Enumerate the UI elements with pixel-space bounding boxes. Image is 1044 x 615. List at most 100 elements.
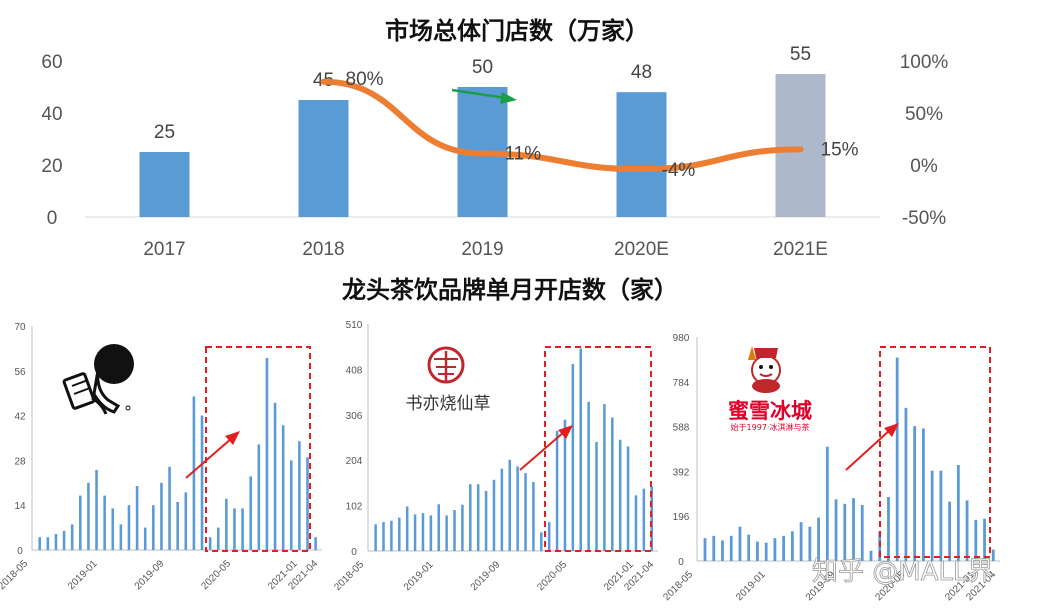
top-y-left-tick: 40 [41, 104, 62, 125]
small-bar [939, 470, 943, 561]
small-bar [160, 482, 163, 550]
small-bar [298, 441, 301, 550]
green-arrow [451, 88, 517, 104]
small-y-tick: 306 [346, 411, 363, 422]
small-bar [587, 401, 590, 551]
small-bar [930, 470, 934, 561]
small-bar [626, 446, 630, 551]
small-bar [476, 484, 480, 551]
small-bar [241, 508, 244, 550]
top-bar [298, 100, 349, 217]
small-bar [200, 415, 204, 550]
small-bar [547, 522, 551, 551]
top-growth-line [320, 78, 804, 173]
small-bar [773, 538, 777, 561]
small-bar [904, 407, 908, 561]
small-y-tick: 102 [346, 502, 363, 513]
small-bar [540, 532, 543, 551]
small-bar [563, 419, 567, 551]
small-bar [314, 537, 317, 550]
small-bar [306, 457, 309, 550]
small-y-tick: 0 [351, 547, 357, 558]
small-bar [453, 510, 456, 551]
small-bar [111, 508, 115, 550]
top-y-right-tick: -50% [902, 208, 946, 229]
top-y-left-tick: 0 [47, 208, 58, 229]
small-bar [208, 537, 212, 550]
small-bar [642, 488, 646, 551]
top-y-right-tick: 100% [900, 52, 949, 73]
small-bar [965, 500, 969, 561]
small-bar [38, 537, 42, 550]
small-bar [611, 417, 614, 551]
shuyi-logo: 书亦烧仙草 [406, 346, 491, 414]
small-bar [79, 495, 82, 550]
small-bar [54, 534, 58, 550]
mixue-logo: 蜜雪冰城 始于1997·冰淇淋与茶 [728, 346, 812, 432]
small-y-tick: 196 [673, 512, 690, 523]
top-bar-label: 50 [472, 57, 493, 78]
small-bar [618, 439, 622, 551]
small-y-tick: 588 [673, 423, 690, 434]
top-category-label: 2017 [143, 239, 185, 260]
small-bar [95, 470, 98, 550]
small-bar [492, 479, 496, 551]
small-bar [991, 549, 995, 561]
small-y-tick: 0 [678, 557, 684, 568]
small-bar [168, 466, 171, 550]
trend-arrow-2 [519, 425, 573, 471]
top-category-label: 2018 [302, 239, 344, 260]
top-bar [139, 152, 190, 217]
top-bar-label: 48 [631, 62, 652, 83]
small-bar [257, 444, 261, 550]
small-x-label: 2018-05 [661, 569, 695, 603]
small-bar [571, 364, 575, 551]
small-bar [756, 541, 759, 561]
top-y-left-tick: 20 [41, 156, 62, 177]
small-bar [808, 526, 812, 561]
small-bar [738, 526, 742, 561]
small-x-label: 2019-01 [66, 558, 100, 592]
small-y-tick: 56 [14, 367, 26, 378]
small-bar [860, 505, 864, 561]
small-bar [500, 468, 504, 551]
small-bar [103, 495, 106, 550]
bottom-charts-title: 龙头茶饮品牌单月开店数（家） [342, 275, 678, 304]
small-bar [70, 524, 74, 550]
small-bar [484, 490, 488, 551]
small-x-label: 2019-01 [734, 569, 768, 603]
small-bar [265, 358, 269, 550]
small-x-label: 2019-09 [469, 559, 503, 593]
top-bar [775, 74, 826, 217]
small-bar [869, 550, 873, 561]
small-bar [281, 425, 285, 550]
shuyi-logo-text: 书亦烧仙草 [406, 394, 491, 414]
small-x-label: 2018-05 [332, 559, 366, 593]
small-bar [382, 522, 385, 551]
top-y-right-tick: 0% [910, 156, 938, 177]
top-line-label: -4% [662, 160, 696, 181]
small-bar [405, 506, 409, 551]
small-x-label: 2020-05 [535, 559, 569, 593]
small-bar [461, 504, 464, 551]
small-bar [790, 531, 794, 561]
small-y-tick: 392 [673, 467, 690, 478]
small-x-label: 2019-01 [402, 559, 436, 593]
mixue-logo-text: 蜜雪冰城 [728, 399, 812, 423]
highlight-box-3 [879, 346, 991, 558]
small-bar [176, 502, 179, 550]
small-bar [390, 520, 393, 551]
top-line-label: 15% [821, 139, 859, 160]
trend-arrow-3 [845, 423, 899, 471]
small-y-tick: 42 [14, 412, 26, 423]
small-bar [852, 498, 855, 561]
small-bar [192, 396, 196, 550]
small-bar [374, 524, 377, 551]
top-bar [616, 92, 667, 217]
small-bar [437, 504, 441, 551]
small-y-tick: 980 [673, 333, 690, 344]
top-y-right-tick: 50% [905, 104, 943, 125]
top-bar-label: 25 [154, 122, 175, 143]
small-y-tick: 408 [346, 365, 363, 376]
